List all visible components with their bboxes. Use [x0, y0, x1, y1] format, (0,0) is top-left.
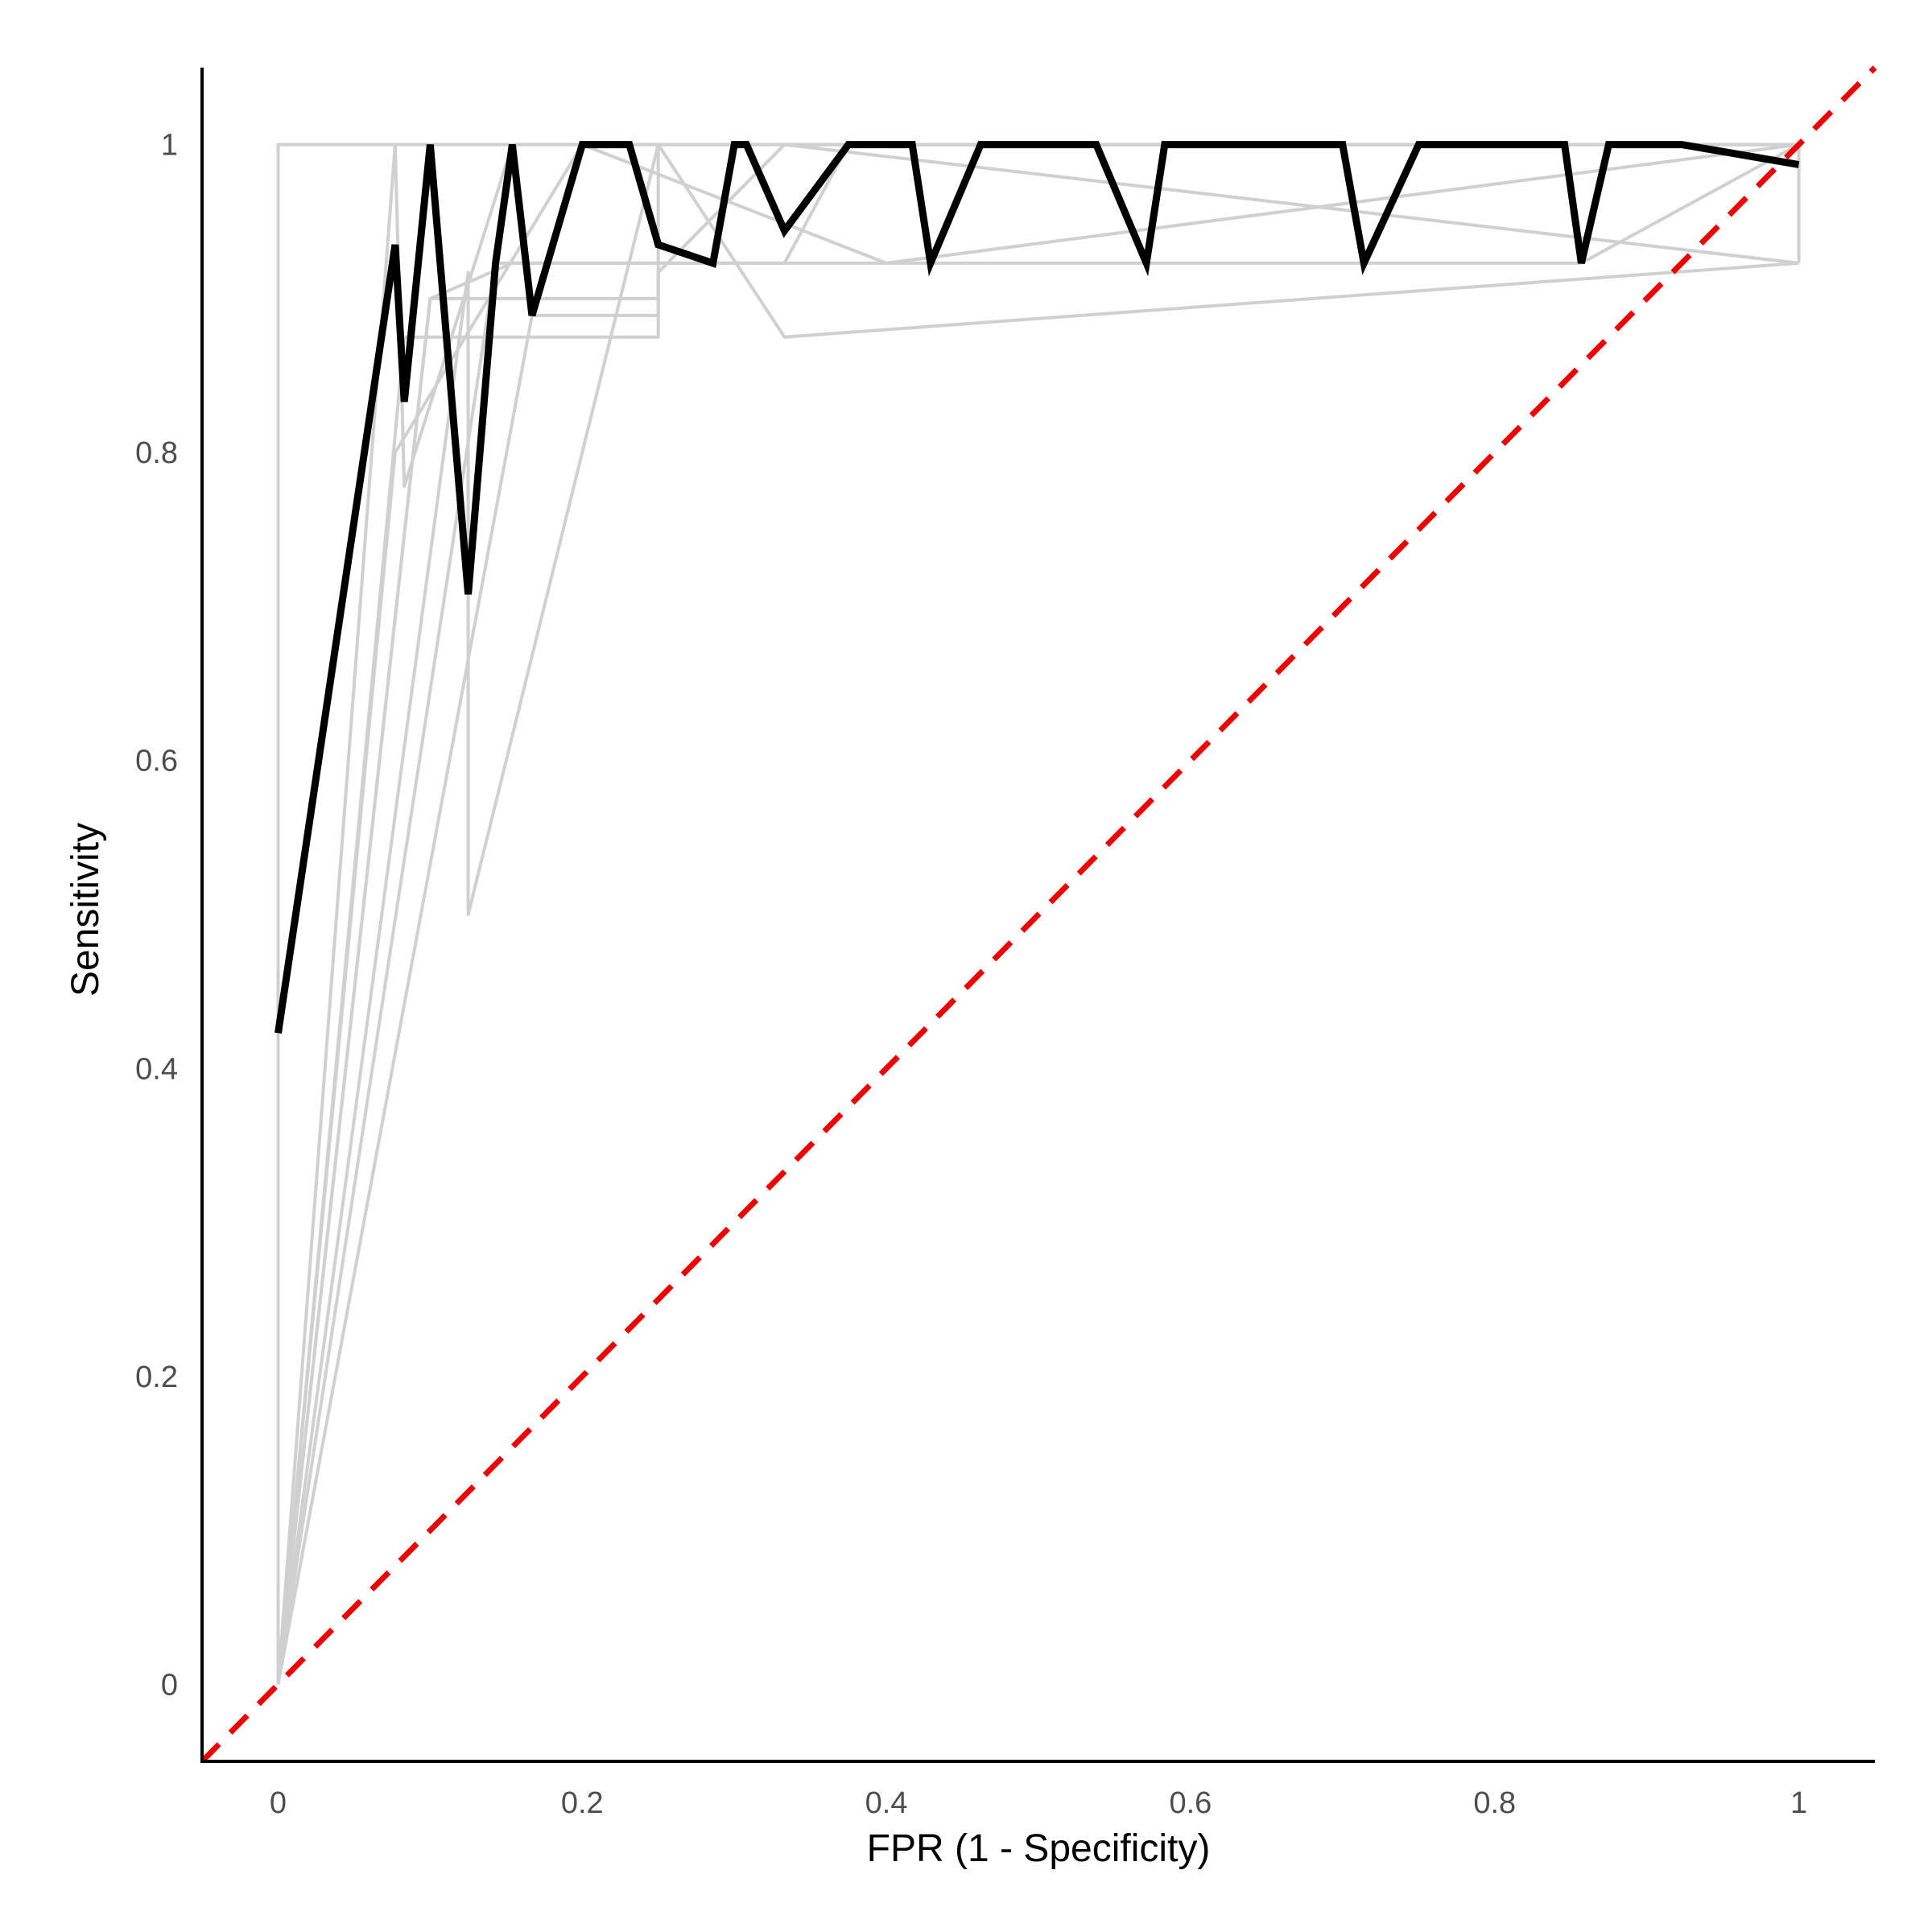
y-tick-label: 1 — [161, 129, 178, 163]
mean-roc-curve — [275, 141, 1800, 1034]
x-tick-label: 0.6 — [1169, 1786, 1212, 1820]
y-axis-title: Sensitivity — [64, 823, 107, 997]
axes — [200, 68, 1875, 1763]
fold-curve-1 — [276, 142, 1801, 1685]
mean-curve-layer — [275, 141, 1800, 1034]
x-tick-label: 0.2 — [561, 1786, 604, 1820]
fold-curve-6 — [276, 142, 1800, 1685]
y-tick-label: 0.8 — [135, 436, 178, 470]
y-tick-label: 0.2 — [135, 1360, 178, 1394]
y-tick-label: 0 — [161, 1668, 178, 1702]
reference-line-layer — [200, 65, 1877, 1764]
x-tick-label: 1 — [1790, 1786, 1807, 1820]
tick-labels: 0 0.2 0.4 0.6 0.8 1 0 0.2 0.4 0.6 0.8 1 — [135, 129, 1807, 1820]
x-tick-label: 0.8 — [1473, 1786, 1516, 1820]
x-tick-label: 0.4 — [865, 1786, 908, 1820]
x-tick-label: 0 — [270, 1786, 287, 1820]
y-tick-label: 0.6 — [135, 745, 178, 778]
reference-diagonal-line — [200, 65, 1877, 1764]
y-tick-label: 0.4 — [135, 1052, 178, 1086]
x-axis-title: FPR (1 - Specificity) — [867, 1827, 1211, 1870]
